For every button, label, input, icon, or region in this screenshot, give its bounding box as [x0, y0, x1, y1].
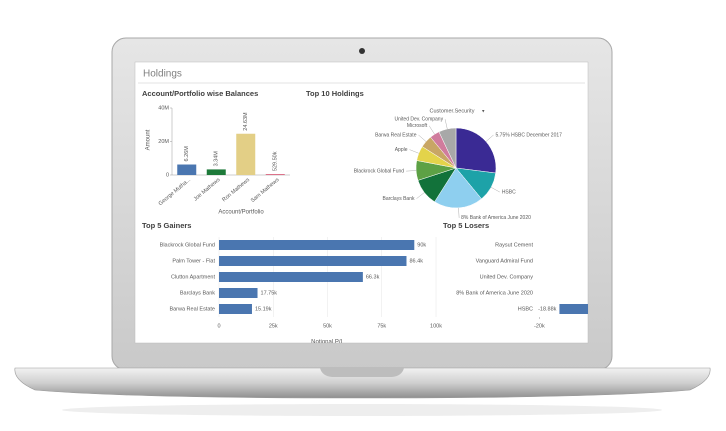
leader-line — [418, 134, 427, 142]
y-tick-label: HSBC — [518, 306, 533, 312]
y-tick-label: Palm Tower - Flat — [172, 258, 215, 264]
x-tick-label: -20k — [534, 323, 545, 329]
chart-title: Top 5 Gainers — [142, 221, 191, 230]
bar — [265, 174, 285, 175]
y-tick-label: United Dev. Company — [480, 274, 534, 280]
slice-label: Barwa Real Estate — [375, 132, 417, 138]
bar — [219, 288, 258, 298]
slice-label: 8% Bank of America June 2020 — [461, 215, 531, 221]
leader-line — [406, 170, 417, 172]
y-tick-label: 0 — [166, 172, 169, 178]
x-tick-label: 75k — [377, 323, 386, 329]
leader-line — [444, 119, 448, 130]
y-tick-label: Barclays Bank — [180, 290, 215, 296]
slice-label: Apple — [395, 147, 408, 153]
laptop-base — [14, 367, 711, 399]
bar — [236, 133, 256, 175]
slice-label: Blackrock Global Fund — [354, 168, 405, 174]
value-label: 15.19k — [255, 306, 272, 312]
camera — [359, 48, 365, 54]
value-label: 24.63M — [243, 112, 249, 131]
x-tick-label: 100k — [430, 323, 442, 329]
y-tick-label: 8% Bank of America June 2020 — [456, 290, 533, 296]
bar — [177, 164, 197, 175]
y-tick-label: 20M — [158, 139, 169, 145]
trackpad-notch — [320, 368, 404, 377]
x-tick-label: 0 — [217, 323, 220, 329]
bar — [219, 256, 407, 266]
shadow — [62, 404, 662, 416]
chart-title: Account/Portfolio wise Balances — [142, 89, 258, 98]
screen — [134, 61, 589, 344]
y-tick-label: Vanguard Admiral Fund — [476, 258, 533, 264]
x-axis-label: Account/Portfolio — [218, 210, 264, 216]
leader-line — [458, 207, 460, 218]
bar — [206, 169, 226, 175]
y-axis-label: Amount — [146, 129, 152, 150]
y-tick-label: Blackrock Global Fund — [160, 242, 215, 248]
bar — [219, 272, 363, 282]
x-axis-label: Notional P/L — [311, 340, 344, 346]
value-label: -18.88k — [538, 306, 557, 312]
dimension-selector: Customer.Security — [430, 108, 475, 114]
chart-title: Top 5 Losers — [443, 221, 489, 230]
bar — [219, 240, 415, 250]
leader-line — [409, 149, 419, 154]
sheet-title: Holdings — [143, 69, 182, 80]
slice-label: Microsoft — [407, 123, 428, 129]
value-label: 529.50k — [273, 151, 279, 171]
slice-label: HSBC — [502, 189, 516, 195]
leader-line — [416, 192, 425, 199]
slice-label: Barclays Bank — [383, 196, 415, 202]
value-label: 3.34M — [214, 151, 220, 167]
value-label: 66.3k — [366, 274, 380, 280]
y-tick-label: Clutton Apartment — [171, 274, 215, 280]
y-tick-label: 40M — [158, 105, 169, 111]
leader-line — [429, 125, 435, 135]
x-tick-label: 50k — [323, 323, 332, 329]
x-tick-label: 25k — [269, 323, 278, 329]
value-label: 6.26M — [184, 146, 190, 162]
y-tick-label: Raysut Cement — [495, 242, 533, 248]
leader-line — [490, 187, 500, 193]
y-tick-label: Barwa Real Estate — [169, 306, 215, 312]
bar — [559, 304, 588, 314]
value-label: 17.75k — [261, 290, 278, 296]
pie-slice — [455, 127, 497, 174]
pie-slice — [438, 127, 457, 169]
slice-label: United Dev. Company — [395, 117, 444, 123]
value-label: 90k — [417, 242, 426, 248]
slice-label: 5.75% HSBC December 2017 — [496, 132, 563, 138]
bar — [219, 304, 252, 314]
leader-line — [485, 134, 494, 142]
chart-title: Top 10 Holdings — [306, 89, 364, 98]
dropdown-arrow: ▾ — [482, 108, 485, 114]
value-label: 86.4k — [409, 258, 423, 264]
